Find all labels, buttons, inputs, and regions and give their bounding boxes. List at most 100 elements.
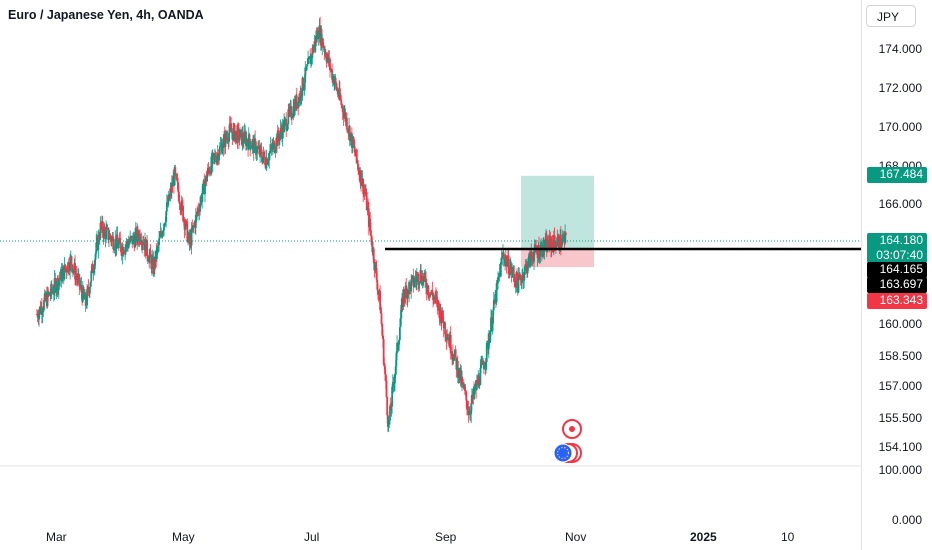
candle-body [388, 420, 391, 425]
candle-body [101, 221, 104, 233]
candle-body [274, 148, 277, 152]
candle-body [413, 283, 415, 287]
candle-body [404, 285, 407, 298]
candle-body [120, 243, 122, 252]
candle-body [369, 218, 372, 231]
candle-body [238, 137, 241, 141]
candle-body [190, 227, 193, 246]
candle-body [116, 234, 119, 243]
candle-body [47, 290, 50, 295]
candle-body [360, 184, 363, 186]
candle-body [483, 366, 486, 370]
candle-body [72, 269, 75, 271]
candle-body [382, 339, 385, 365]
candle-body [463, 386, 466, 391]
candle-body [540, 244, 543, 257]
candle-body [87, 287, 90, 292]
candle-body [222, 138, 225, 149]
candle-body [451, 353, 454, 358]
candle-body [110, 237, 113, 242]
candle-body [237, 126, 240, 129]
events-group-icon[interactable] [553, 443, 582, 463]
candle-body [177, 191, 180, 202]
candle-body [561, 238, 564, 246]
candle-body [556, 238, 559, 246]
candle-body [341, 105, 344, 113]
candle-body [552, 235, 555, 252]
candle-body [480, 363, 483, 365]
candle-body [61, 271, 64, 282]
candle-body [185, 220, 188, 223]
candle-body [179, 203, 182, 210]
candle-body [434, 294, 437, 297]
candle-body [40, 306, 43, 315]
candle-body [36, 314, 39, 318]
candle-body [444, 334, 447, 337]
candle-body [464, 390, 467, 392]
candle-body [128, 242, 131, 244]
candle-body [339, 97, 342, 100]
candle-body [527, 257, 530, 268]
candle-body [55, 288, 58, 294]
candle-body [168, 193, 171, 200]
candle-body [336, 89, 339, 95]
candle-body [372, 248, 375, 264]
candle-body [158, 236, 161, 239]
candle-body [287, 109, 290, 125]
candle-body [356, 160, 359, 165]
candle-body [295, 95, 298, 108]
candle-body [386, 415, 389, 427]
candle-body [390, 406, 393, 411]
candle-body [413, 277, 416, 284]
candle-body [322, 46, 325, 48]
candle-body [254, 138, 257, 142]
candle-body [311, 47, 314, 59]
candle-body [555, 245, 558, 247]
candle-body [167, 195, 170, 206]
candle-body [264, 156, 266, 165]
candle-body [346, 129, 349, 131]
candle-body [170, 183, 173, 193]
candle-body [395, 352, 398, 367]
candle-body [403, 289, 406, 297]
candle-body [456, 360, 459, 378]
candle-body [506, 262, 509, 267]
candle-body [225, 133, 228, 139]
candle-body [256, 147, 259, 154]
candle-body [251, 141, 254, 148]
candle-body [184, 226, 187, 230]
event-marker-icon[interactable] [562, 419, 582, 439]
candle-body [492, 310, 494, 324]
time-axis-label: Jul [304, 530, 320, 544]
candle-body [283, 121, 285, 132]
candle-body [98, 237, 101, 240]
currency-button[interactable]: JPY [866, 5, 916, 27]
candle-body [562, 237, 564, 239]
candle-body [67, 262, 70, 271]
indicator-axis-label: 0.000 [891, 513, 922, 527]
candle-body [123, 252, 126, 254]
candle-body [239, 130, 242, 138]
candle-body [249, 147, 252, 150]
candle-body [94, 253, 97, 260]
candle-body [500, 258, 503, 263]
candle-body [38, 312, 40, 320]
candle-body [79, 286, 81, 288]
candle-body [211, 153, 214, 164]
candle-body [286, 124, 289, 129]
bar-countdown: 03:07:40 [876, 248, 923, 262]
price-axis-label: 172.000 [878, 81, 922, 95]
candle-body [300, 90, 302, 98]
candle-body [232, 128, 235, 140]
candle-body [122, 246, 124, 255]
time-axis-label: Mar [46, 530, 67, 544]
time-axis-label: May [172, 530, 195, 544]
candle-body [108, 238, 110, 240]
candle-body [322, 38, 324, 47]
candle-body [377, 289, 379, 292]
candle-body [534, 244, 537, 247]
candle-body [48, 292, 51, 296]
candle-body [425, 278, 427, 288]
price-scale[interactable] [861, 0, 932, 550]
